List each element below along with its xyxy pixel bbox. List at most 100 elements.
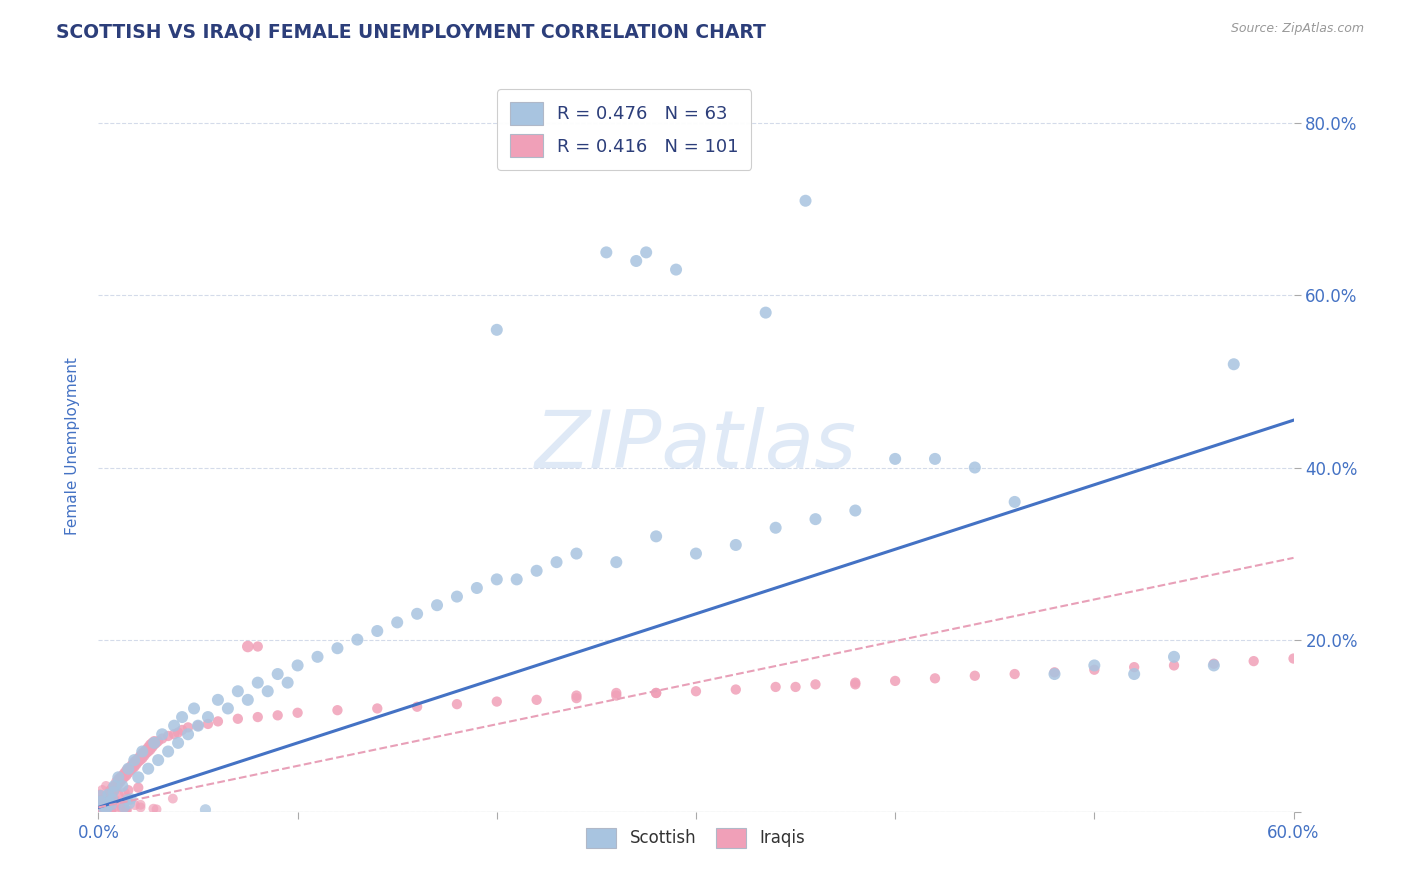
Point [98,797,121,811]
Point [1043,667,1066,681]
Point [143,734,166,748]
Point [112,770,135,784]
Point [101,780,124,795]
Point [1163,658,1185,673]
Point [120,792,142,806]
Point [207,714,229,729]
Point [141,740,163,755]
Point [98,789,122,804]
Point [256,684,278,698]
Point [111,772,134,786]
Point [426,598,449,612]
Point [924,451,946,466]
Point [163,727,186,741]
Point [96,803,118,817]
Point [1004,495,1026,509]
Point [1004,667,1026,681]
Point [91,799,114,814]
Point [89,800,111,814]
Point [121,762,143,776]
Point [129,753,152,767]
Point [226,712,249,726]
Point [207,693,229,707]
Point [139,738,162,752]
Point [114,796,136,810]
Point [143,738,166,752]
Point [236,640,259,654]
Point [125,753,148,767]
Point [118,797,141,811]
Point [765,521,787,535]
Point [115,803,138,817]
Point [127,770,149,784]
Point [112,800,135,814]
Point [91,797,114,811]
Point [785,680,807,694]
Point [124,755,146,769]
Point [485,695,508,709]
Point [101,786,124,800]
Point [236,693,259,707]
Point [136,744,159,758]
Point [120,764,142,778]
Point [93,792,115,806]
Point [96,789,118,804]
Point [287,658,309,673]
Point [665,262,688,277]
Point [104,792,127,806]
Point [103,785,125,799]
Point [98,796,121,810]
Point [87,804,110,818]
Legend: Scottish, Iraqis: Scottish, Iraqis [579,821,813,855]
Point [267,667,290,681]
Point [125,757,148,772]
Y-axis label: Female Unemployment: Female Unemployment [65,357,80,535]
Point [90,789,112,803]
Point [107,788,129,802]
Point [114,785,136,799]
Point [724,682,747,697]
Point [129,797,152,812]
Point [117,766,139,780]
Point [87,804,110,818]
Point [129,800,152,814]
Point [96,794,118,808]
Point [326,641,349,656]
Point [177,720,200,734]
Point [96,802,118,816]
Point [307,649,329,664]
Point [107,777,129,791]
Point [98,783,122,797]
Point [139,743,162,757]
Point [605,555,627,569]
Point [98,804,121,818]
Point [150,731,173,746]
Point [148,753,170,767]
Point [183,701,205,715]
Point [115,768,138,782]
Point [91,797,114,812]
Point [565,691,588,706]
Point [98,795,121,809]
Point [112,766,135,780]
Point [1163,649,1185,664]
Point [485,573,508,587]
Point [105,780,128,795]
Point [103,779,125,793]
Point [143,736,166,750]
Point [124,760,146,774]
Point [100,805,122,819]
Point [217,701,239,715]
Point [115,803,138,817]
Point [1123,660,1146,674]
Point [465,581,488,595]
Point [115,764,138,778]
Point [406,699,429,714]
Point [103,779,125,793]
Point [1202,657,1225,671]
Point [127,751,149,765]
Point [134,744,156,758]
Point [117,783,139,797]
Point [93,802,115,816]
Point [1043,665,1066,680]
